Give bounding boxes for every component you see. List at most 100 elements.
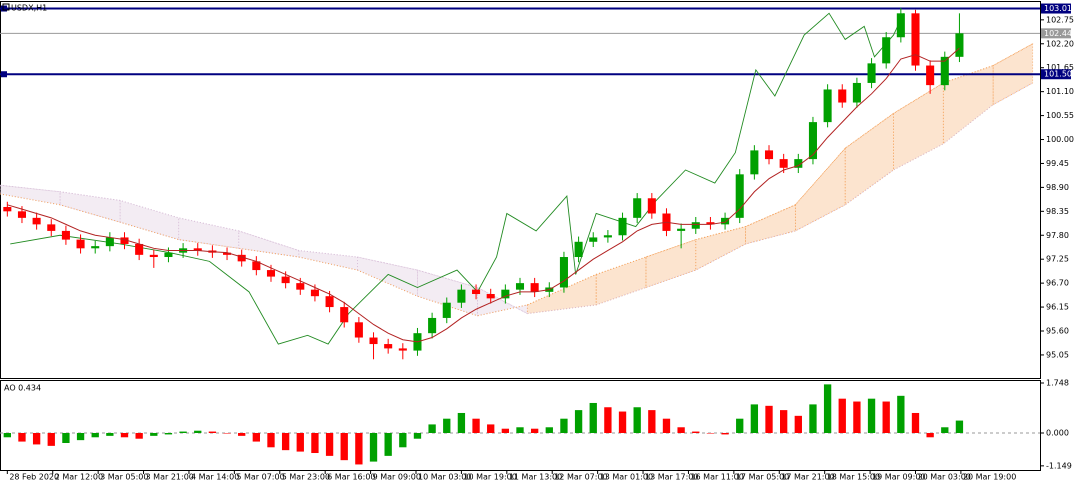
x-tick-label: 13 Mar 17:00 [645, 473, 698, 482]
ma-line [7, 47, 960, 343]
ao-bar [3, 432, 11, 438]
candle-body [486, 294, 495, 299]
level-handle [1, 71, 7, 78]
y-tick-label: 100.00 [1046, 135, 1074, 144]
ao-bar [604, 407, 612, 433]
ao-bar [897, 395, 905, 433]
candle-body [384, 344, 393, 349]
ao-bar [296, 432, 304, 452]
candle-body [193, 248, 202, 251]
candle-body [574, 241, 583, 258]
ao-bar [281, 432, 290, 451]
ao-bar [736, 418, 744, 433]
cloud-span [0, 43, 1033, 317]
chikou-line [10, 12, 905, 345]
y-tick-label: 96.15 [1046, 303, 1069, 312]
x-tick-label: 3 Mar 05:00 [100, 473, 148, 482]
ao-bar [867, 398, 876, 433]
y-tick-label: -1.149 [1046, 461, 1072, 470]
candle-body [852, 82, 861, 103]
x-tick-label: 20 Mar 03:00 [917, 473, 970, 482]
ao-bar [487, 424, 495, 433]
x-tick-label: 3 Mar 21:00 [146, 473, 194, 482]
cloud-segment [893, 82, 944, 171]
candle-body [706, 222, 715, 225]
cloud-segment [844, 112, 894, 206]
ao-bar [633, 407, 641, 433]
candle-body [691, 222, 700, 229]
candle-body [47, 224, 56, 231]
x-tick-label: 10 Mar 03:00 [418, 473, 471, 482]
level-label: 103.01 [1044, 4, 1072, 13]
ao-bar [750, 404, 759, 433]
ao-bar [823, 384, 832, 433]
ao-bar [662, 418, 671, 433]
ao-bar [106, 432, 114, 436]
ao-bar [941, 427, 949, 433]
chart-title: USDX,H1 [11, 4, 47, 13]
candle-body [559, 257, 568, 288]
ao-bar [369, 432, 378, 462]
candle-body [105, 237, 114, 247]
level-tag [1041, 3, 1071, 14]
ao-bar [501, 428, 510, 433]
candle-body [896, 13, 905, 38]
ao-bar [47, 432, 55, 446]
ao-bar [384, 432, 392, 456]
level-tag [1041, 28, 1071, 39]
ao-bar [428, 424, 436, 433]
candle-body [618, 217, 627, 236]
candle-body [735, 174, 744, 218]
candle-body [823, 89, 832, 123]
candle-body [530, 283, 539, 292]
candle-body [17, 211, 26, 218]
ao-bar [692, 431, 700, 433]
candle-body [398, 348, 407, 351]
cloud-span [0, 82, 1033, 315]
candle-body [926, 65, 935, 86]
candle-body [808, 122, 817, 160]
ao-bar [955, 420, 964, 433]
candle-body [779, 159, 788, 168]
candle-body [135, 243, 144, 255]
cloud-segment [645, 239, 697, 289]
candle-body [442, 302, 451, 318]
ao-bar [399, 432, 407, 448]
candle-body [428, 317, 437, 334]
cloud-segment [238, 230, 300, 258]
y-tick-label: 101.65 [1046, 63, 1074, 72]
candle-body [281, 276, 290, 284]
x-tick-label: 16 Mar 11:00 [690, 473, 743, 482]
candle-body [252, 261, 261, 271]
ao-bar [721, 432, 729, 435]
candle-body [501, 289, 510, 299]
ao-bar [311, 432, 319, 454]
ao-bar [472, 418, 480, 433]
ao-panel-frame [0, 380, 1041, 471]
cloud-segment [119, 199, 180, 241]
candle-body [838, 89, 847, 103]
x-tick-label: 17 Mar 05:00 [736, 473, 789, 482]
candle-body [296, 283, 305, 290]
x-tick-label: 11 Mar 13:00 [509, 473, 562, 482]
y-tick-label: 1.748 [1046, 379, 1069, 388]
y-tick-label: 100.55 [1046, 111, 1074, 120]
ao-bar [765, 405, 773, 433]
ao-bar [238, 432, 246, 436]
y-tick-label: 101.10 [1046, 87, 1074, 96]
candle-body [677, 228, 686, 231]
cloud-segment [595, 256, 647, 306]
ao-bar [208, 431, 217, 433]
ao-bar [574, 410, 583, 433]
candle-body [721, 217, 730, 225]
candle-body [340, 307, 349, 323]
ao-bar [18, 432, 26, 442]
ao-bar [164, 432, 173, 435]
x-tick-label: 10 Mar 19:00 [463, 473, 516, 482]
candle-body [237, 254, 246, 262]
candle-body [764, 150, 774, 160]
ao-bar [76, 432, 85, 441]
plot-layer: 102.75 102.20 101.65 101.10 100.55 100.00 99.4… [0, 3, 1074, 482]
ao-bar [589, 402, 597, 433]
